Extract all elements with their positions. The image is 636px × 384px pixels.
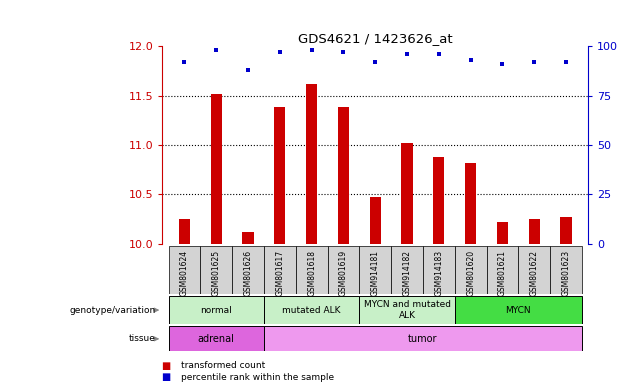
Bar <box>465 163 476 244</box>
Bar <box>359 246 391 294</box>
Point <box>275 49 285 55</box>
Bar <box>200 246 232 294</box>
Bar <box>169 246 200 294</box>
Bar <box>401 143 413 244</box>
Text: GSM801623: GSM801623 <box>562 250 570 296</box>
Text: GSM801625: GSM801625 <box>212 250 221 296</box>
Point <box>211 47 221 53</box>
Text: genotype/variation: genotype/variation <box>69 306 156 314</box>
Bar <box>306 84 317 244</box>
Bar <box>211 94 222 244</box>
Text: transformed count: transformed count <box>181 361 265 370</box>
Point <box>561 59 571 65</box>
Text: GSM801624: GSM801624 <box>180 250 189 296</box>
Text: ■: ■ <box>162 372 174 382</box>
Bar <box>296 246 328 294</box>
Text: percentile rank within the sample: percentile rank within the sample <box>181 372 335 382</box>
Bar <box>370 197 381 244</box>
Bar <box>487 246 518 294</box>
Text: GSM914182: GSM914182 <box>403 250 411 296</box>
Bar <box>455 296 582 324</box>
Text: GSM801622: GSM801622 <box>530 250 539 296</box>
Point <box>529 59 539 65</box>
Point <box>243 67 253 73</box>
Bar <box>560 217 572 244</box>
Text: adrenal: adrenal <box>198 334 235 344</box>
Bar <box>264 326 582 351</box>
Text: normal: normal <box>200 306 232 314</box>
Text: MYCN: MYCN <box>506 306 531 314</box>
Text: GSM914183: GSM914183 <box>434 250 443 296</box>
Bar <box>359 296 455 324</box>
Point <box>370 59 380 65</box>
Text: GSM801621: GSM801621 <box>498 250 507 296</box>
Text: mutated ALK: mutated ALK <box>282 306 341 314</box>
Bar <box>550 246 582 294</box>
Point <box>179 59 190 65</box>
Point <box>338 49 349 55</box>
Bar <box>179 219 190 244</box>
Bar <box>423 246 455 294</box>
Bar <box>242 232 254 244</box>
Bar <box>529 219 540 244</box>
Text: tissue: tissue <box>129 334 156 343</box>
Bar <box>518 246 550 294</box>
Text: GSM801618: GSM801618 <box>307 250 316 296</box>
Bar <box>328 246 359 294</box>
Text: MYCN and mutated
ALK: MYCN and mutated ALK <box>364 300 450 320</box>
Bar <box>274 108 286 244</box>
Text: ■: ■ <box>162 361 174 371</box>
Bar <box>169 326 264 351</box>
Bar <box>264 296 359 324</box>
Bar <box>169 296 264 324</box>
Bar <box>433 157 445 244</box>
Bar <box>497 222 508 244</box>
Bar <box>455 246 487 294</box>
Text: GSM801620: GSM801620 <box>466 250 475 296</box>
Title: GDS4621 / 1423626_at: GDS4621 / 1423626_at <box>298 32 453 45</box>
Point <box>402 51 412 57</box>
Text: tumor: tumor <box>408 334 438 344</box>
Text: GSM801626: GSM801626 <box>244 250 252 296</box>
Point <box>466 57 476 63</box>
Text: GSM801619: GSM801619 <box>339 250 348 296</box>
Bar <box>264 246 296 294</box>
Point <box>307 47 317 53</box>
Point <box>434 51 444 57</box>
Bar <box>338 108 349 244</box>
Bar <box>232 246 264 294</box>
Text: GSM914181: GSM914181 <box>371 250 380 296</box>
Bar <box>391 246 423 294</box>
Point <box>497 61 508 67</box>
Text: GSM801617: GSM801617 <box>275 250 284 296</box>
